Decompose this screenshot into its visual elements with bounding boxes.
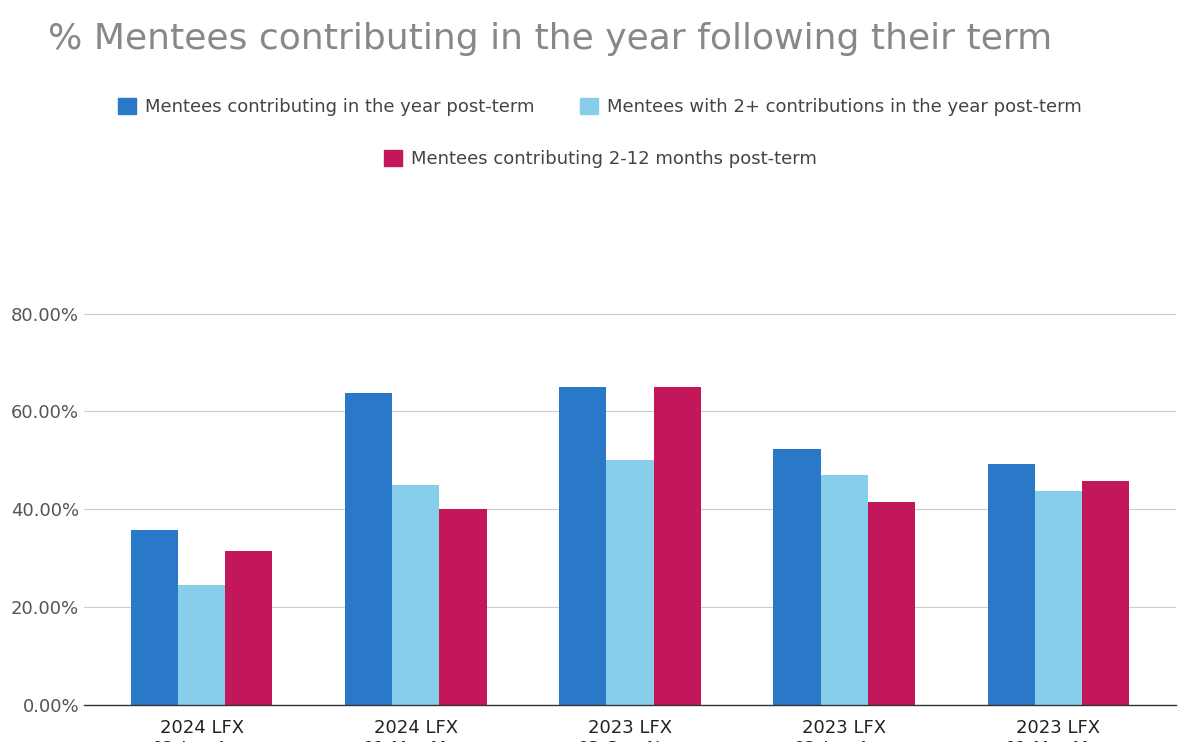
Bar bbox=[439, 509, 486, 705]
Bar bbox=[774, 449, 821, 705]
Bar bbox=[559, 387, 606, 705]
Bar bbox=[226, 551, 272, 705]
Legend: Mentees contributing 2-12 months post-term: Mentees contributing 2-12 months post-te… bbox=[377, 142, 823, 175]
Bar bbox=[654, 387, 701, 705]
Bar bbox=[1034, 490, 1081, 705]
Bar bbox=[346, 393, 392, 705]
Legend: Mentees contributing in the year post-term, Mentees with 2+ contributions in the: Mentees contributing in the year post-te… bbox=[112, 91, 1090, 123]
Text: % Mentees contributing in the year following their term: % Mentees contributing in the year follo… bbox=[48, 22, 1052, 56]
Bar bbox=[821, 475, 868, 705]
Bar bbox=[988, 464, 1034, 705]
Bar bbox=[606, 460, 654, 705]
Bar bbox=[131, 531, 179, 705]
Bar bbox=[392, 485, 439, 705]
Bar bbox=[868, 502, 914, 705]
Bar bbox=[179, 585, 226, 705]
Bar bbox=[1081, 482, 1129, 705]
